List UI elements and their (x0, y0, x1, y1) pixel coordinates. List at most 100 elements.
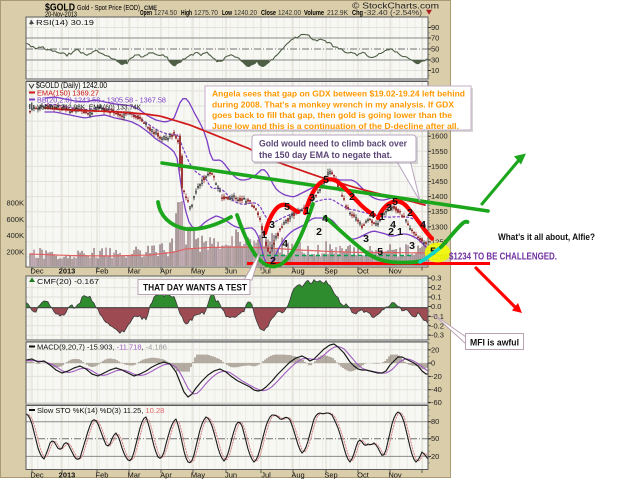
svg-text:Feb: Feb (96, 471, 109, 480)
svg-text:800K: 800K (6, 199, 24, 208)
svg-text:Oct: Oct (357, 471, 370, 480)
svg-text:-60: -60 (431, 398, 442, 407)
svg-text:5: 5 (392, 196, 398, 208)
svg-text:20: 20 (431, 345, 439, 354)
svg-text:1275.70: 1275.70 (194, 10, 218, 17)
svg-text:Gold - Spot Price (EOD): Gold - Spot Price (EOD) (77, 5, 140, 12)
svg-text:during 2008. That's a monkey w: during 2008. That's a monkey wrench in m… (212, 99, 454, 109)
svg-text:2: 2 (349, 191, 355, 203)
svg-text:4: 4 (369, 209, 375, 221)
svg-text:Jun: Jun (225, 267, 237, 276)
svg-text:2: 2 (388, 226, 394, 238)
svg-text:1450: 1450 (431, 177, 448, 186)
svg-text:212.9K: 212.9K (327, 10, 348, 17)
svg-text:2: 2 (407, 207, 413, 219)
svg-text:June low and this is a continu: June low and this is a continuation of t… (212, 121, 459, 131)
svg-text:BB(20,2.0) 1243.58 - 1305.58 -: BB(20,2.0) 1243.58 - 1305.58 - 1367.58 (37, 96, 166, 105)
svg-text:May: May (191, 267, 205, 276)
svg-text:1: 1 (304, 205, 310, 217)
svg-text:1: 1 (261, 229, 267, 241)
svg-text:1242.00: 1242.00 (278, 10, 301, 17)
svg-text:What’s it all about, Alfie?: What’s it all about, Alfie? (498, 232, 595, 243)
svg-text:2: 2 (270, 255, 276, 267)
svg-text:-0.1: -0.1 (431, 312, 444, 321)
svg-text:1300: 1300 (431, 222, 448, 231)
svg-text:400K: 400K (6, 231, 24, 240)
svg-text:Gold would need to climb back: Gold would need to climb back over (259, 139, 407, 149)
svg-text:0: 0 (431, 359, 435, 368)
svg-text:1274.50: 1274.50 (154, 10, 177, 17)
svg-text:Feb: Feb (96, 267, 109, 276)
svg-text:MACD(9,20,7) -15.903, -11.718,: MACD(9,20,7) -15.903, -11.718, -4.186 (37, 343, 167, 352)
svg-text:90: 90 (431, 23, 439, 32)
svg-text:goes back to fill that gap, th: goes back to fill that gap, then gold is… (212, 110, 452, 120)
svg-text:© StockCharts.com: © StockCharts.com (352, 1, 439, 11)
svg-text:Mar: Mar (128, 267, 141, 276)
svg-text:Jul: Jul (261, 471, 271, 480)
svg-text:0.3: 0.3 (431, 274, 441, 283)
svg-text:1550: 1550 (431, 147, 448, 156)
svg-text:Open: Open (140, 10, 152, 17)
svg-text:Angela sees that gap on GDX be: Angela sees that gap on GDX between $19.… (212, 89, 465, 99)
svg-text:Jun: Jun (225, 471, 237, 480)
svg-text:Sep: Sep (324, 471, 337, 480)
svg-text:Aug: Aug (291, 471, 304, 480)
svg-text:3: 3 (386, 202, 392, 214)
svg-text:5: 5 (377, 246, 383, 258)
svg-text:5: 5 (323, 174, 329, 186)
svg-text:3: 3 (309, 192, 315, 204)
svg-text:4: 4 (282, 238, 288, 250)
svg-text:1600: 1600 (431, 132, 448, 141)
svg-text:May: May (191, 471, 205, 480)
svg-text:$GOLD: $GOLD (45, 2, 75, 14)
svg-text:-20: -20 (431, 372, 442, 381)
svg-text:Jul: Jul (261, 267, 271, 276)
svg-text:Sep: Sep (324, 267, 337, 276)
svg-text:1250: 1250 (431, 237, 448, 246)
svg-text:80: 80 (431, 417, 439, 426)
svg-text:$GOLD (Daily) 1242.00: $GOLD (Daily) 1242.00 (36, 81, 107, 90)
svg-text:-40: -40 (431, 385, 442, 394)
svg-text:Apr: Apr (160, 471, 172, 480)
svg-text:CMF(20) -0.167: CMF(20) -0.167 (37, 277, 99, 286)
svg-text:2013: 2013 (59, 267, 76, 276)
svg-text:Dec: Dec (30, 471, 44, 480)
svg-text:1500: 1500 (431, 162, 448, 171)
svg-text:0.2: 0.2 (431, 283, 441, 292)
svg-text:1: 1 (379, 211, 385, 223)
svg-text:10: 10 (431, 66, 439, 75)
svg-text:4: 4 (390, 219, 396, 231)
svg-text:Close: Close (261, 10, 276, 17)
svg-text:2: 2 (316, 226, 322, 238)
svg-text:Chg: Chg (352, 10, 363, 17)
svg-text:1350: 1350 (431, 207, 448, 216)
svg-text:20: 20 (431, 452, 439, 461)
svg-text:0.0: 0.0 (431, 302, 441, 311)
svg-text:$1234 TO BE CHALLENGED.: $1234 TO BE CHALLENGED. (449, 252, 557, 263)
svg-text:THAT DAY WANTS A TEST: THAT DAY WANTS A TEST (143, 283, 247, 293)
svg-text:1400: 1400 (431, 192, 448, 201)
svg-text:2013: 2013 (59, 471, 76, 480)
svg-text:Slow STO %K(14) %D(3) 11.25, 1: Slow STO %K(14) %D(3) 11.25, 10.28 (37, 406, 164, 415)
svg-text:Volume 212.98K, EMA(60) 133.74: Volume 212.98K, EMA(60) 133.74K (37, 103, 141, 112)
svg-text:Oct: Oct (357, 267, 370, 276)
svg-text:Dec: Dec (30, 267, 44, 276)
svg-text:30: 30 (431, 56, 439, 65)
svg-text:High: High (181, 10, 192, 17)
svg-text:Aug: Aug (291, 267, 304, 276)
svg-text:Mar: Mar (128, 471, 141, 480)
svg-text:Low: Low (222, 10, 232, 17)
svg-text:70: 70 (431, 34, 439, 43)
svg-text:3: 3 (363, 233, 369, 245)
svg-text:Nov: Nov (388, 471, 402, 480)
svg-text:the 150 day EMA to negate that: the 150 day EMA to negate that. (259, 150, 392, 160)
svg-text:3: 3 (409, 240, 415, 252)
svg-text:-32.40 (-2.54%): -32.40 (-2.54%) (364, 10, 422, 17)
svg-text:4: 4 (322, 213, 328, 225)
svg-text:20-Nov-2013: 20-Nov-2013 (45, 12, 77, 19)
svg-text:EMA(150) 1369.27: EMA(150) 1369.27 (37, 89, 99, 98)
svg-text:CME: CME (144, 5, 157, 12)
svg-text:Volume: Volume (304, 10, 324, 17)
svg-text:5: 5 (284, 201, 290, 213)
svg-text:Apr: Apr (160, 267, 172, 276)
